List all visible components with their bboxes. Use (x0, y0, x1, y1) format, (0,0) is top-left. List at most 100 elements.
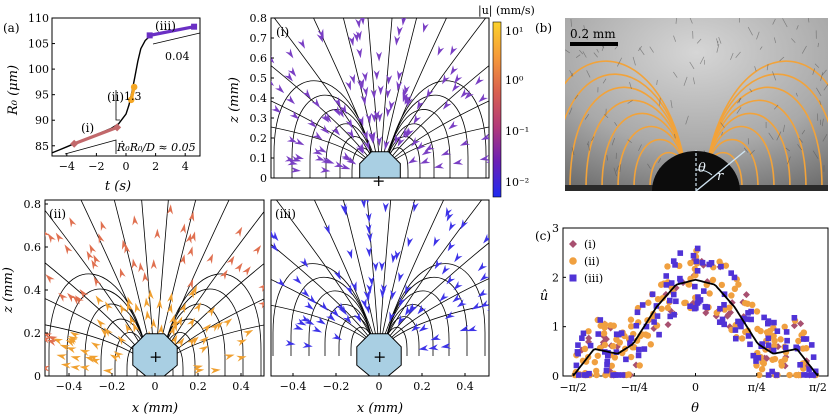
velocity-arrow (361, 71, 368, 82)
x-tick-label: 0.2 (413, 380, 431, 393)
photo-particle-track (736, 107, 742, 114)
scatter-point-iii (755, 355, 762, 361)
velocity-arrow (365, 224, 372, 235)
photo-particle-track (579, 49, 584, 55)
panel-i-bubble (359, 151, 401, 179)
scatter-point-ii (681, 299, 688, 307)
scatter-point-ii (753, 362, 760, 369)
velocity-arrow (275, 84, 285, 94)
scatter-point-iii (738, 323, 744, 330)
photo-particle-track (774, 104, 779, 110)
velocity-arrow (416, 141, 426, 151)
scatter-point-iii (750, 352, 757, 359)
colorbar-label: |u| (mm/s) (478, 4, 535, 18)
velocity-arrow (292, 323, 304, 330)
velocity-arrow (372, 261, 379, 272)
photo-particle-track (814, 63, 820, 68)
photo-particle-track (699, 56, 705, 65)
velocity-arrow (514, 323, 525, 329)
velocity-arrow (55, 232, 64, 243)
photo-particle-track (593, 52, 598, 58)
velocity-arrow (316, 32, 323, 43)
scatter-point-iii (687, 303, 693, 310)
scatter-point-iii (812, 368, 819, 375)
scatter-point-iii (663, 273, 670, 279)
slope-triangle-i (64, 139, 117, 155)
velocity-arrow (357, 142, 365, 153)
panel-i-velocity-arrows (234, 18, 489, 173)
velocity-arrow (103, 327, 113, 337)
velocity-arrow (453, 281, 463, 291)
scatter-point-iii (791, 314, 798, 321)
velocity-arrow (385, 88, 392, 99)
velocity-arrow (100, 220, 107, 232)
photo-particle-track (675, 18, 677, 24)
velocity-arrow (72, 295, 82, 305)
x-tick-label: 0.2 (189, 380, 207, 393)
velocity-arrow (187, 317, 195, 328)
scatter-point-ii (607, 322, 614, 329)
z-tick-label: 0.5 (250, 72, 268, 85)
scatter-point-iii (692, 283, 698, 290)
scatter-point-iii (721, 291, 728, 298)
velocity-arrow (234, 161, 244, 167)
photo-particle-track (584, 113, 590, 120)
panel-iii-xlabel: x (mm) (357, 401, 403, 416)
velocity-arrow (454, 73, 463, 84)
photo-particle-track (616, 165, 619, 172)
velocity-arrow (271, 230, 275, 240)
velocity-arrow (113, 351, 124, 360)
segment-label-i: (i) (81, 121, 94, 135)
velocity-arrow (179, 302, 186, 314)
velocity-arrow (251, 334, 261, 340)
velocity-arrow (452, 293, 462, 303)
photo-particle-track (571, 147, 575, 156)
velocity-arrow (91, 259, 99, 270)
scatter-point-iii (773, 372, 780, 378)
legend-label-i: (i) (584, 238, 596, 251)
z-tick-label: 0.7 (250, 32, 268, 45)
velocity-arrow (70, 365, 81, 371)
velocity-arrow (370, 89, 377, 100)
scalebar (570, 42, 618, 46)
velocity-arrow (105, 301, 113, 312)
scatter-point-ii (664, 304, 672, 312)
scatter-point-iii (636, 346, 642, 353)
z-tick-label: 0.3 (250, 112, 268, 125)
velocity-arrow (45, 274, 55, 284)
velocity-arrow (353, 31, 359, 43)
scatter-point-ii (731, 285, 739, 293)
scatter-point-iii (604, 361, 610, 368)
velocity-arrow (198, 345, 209, 354)
z-tick-label: 0 (260, 172, 267, 185)
photo-particle-track (596, 48, 599, 53)
velocity-arrow (483, 233, 489, 244)
velocity-arrow (464, 90, 474, 100)
velocity-arrow (418, 323, 429, 332)
velocity-arrow (346, 156, 357, 165)
velocity-arrow (411, 322, 421, 332)
photo-particle-track (720, 122, 725, 128)
velocity-arrow (478, 93, 488, 103)
scatter-point-iii (704, 304, 711, 311)
panel-b-photo: (b) 0.2 mm θ r (535, 18, 828, 191)
scatter-point-iii (633, 322, 640, 329)
velocity-arrow (336, 107, 344, 118)
scatter-point-ii (753, 308, 761, 315)
panel-ii-x-ticks: −0.4 −0.2 0 0.2 0.4 (56, 373, 250, 393)
velocity-arrow (284, 71, 293, 82)
scatter-point-ii (718, 281, 726, 289)
velocity-arrow (64, 244, 73, 255)
velocity-arrow (0, 344, 3, 350)
segment-label-iii: (iii) (155, 19, 176, 33)
scatter-point-ii (721, 306, 728, 313)
velocity-arrow (109, 354, 121, 362)
scatter-point-iii (808, 342, 815, 348)
velocity-arrow (170, 334, 178, 346)
velocity-arrow (391, 253, 397, 264)
velocity-arrow (242, 266, 251, 276)
scatter-point-ii (609, 342, 617, 350)
velocity-arrow (398, 314, 406, 326)
photo-particle-track (614, 121, 618, 126)
scatter-point-iii (745, 333, 752, 339)
